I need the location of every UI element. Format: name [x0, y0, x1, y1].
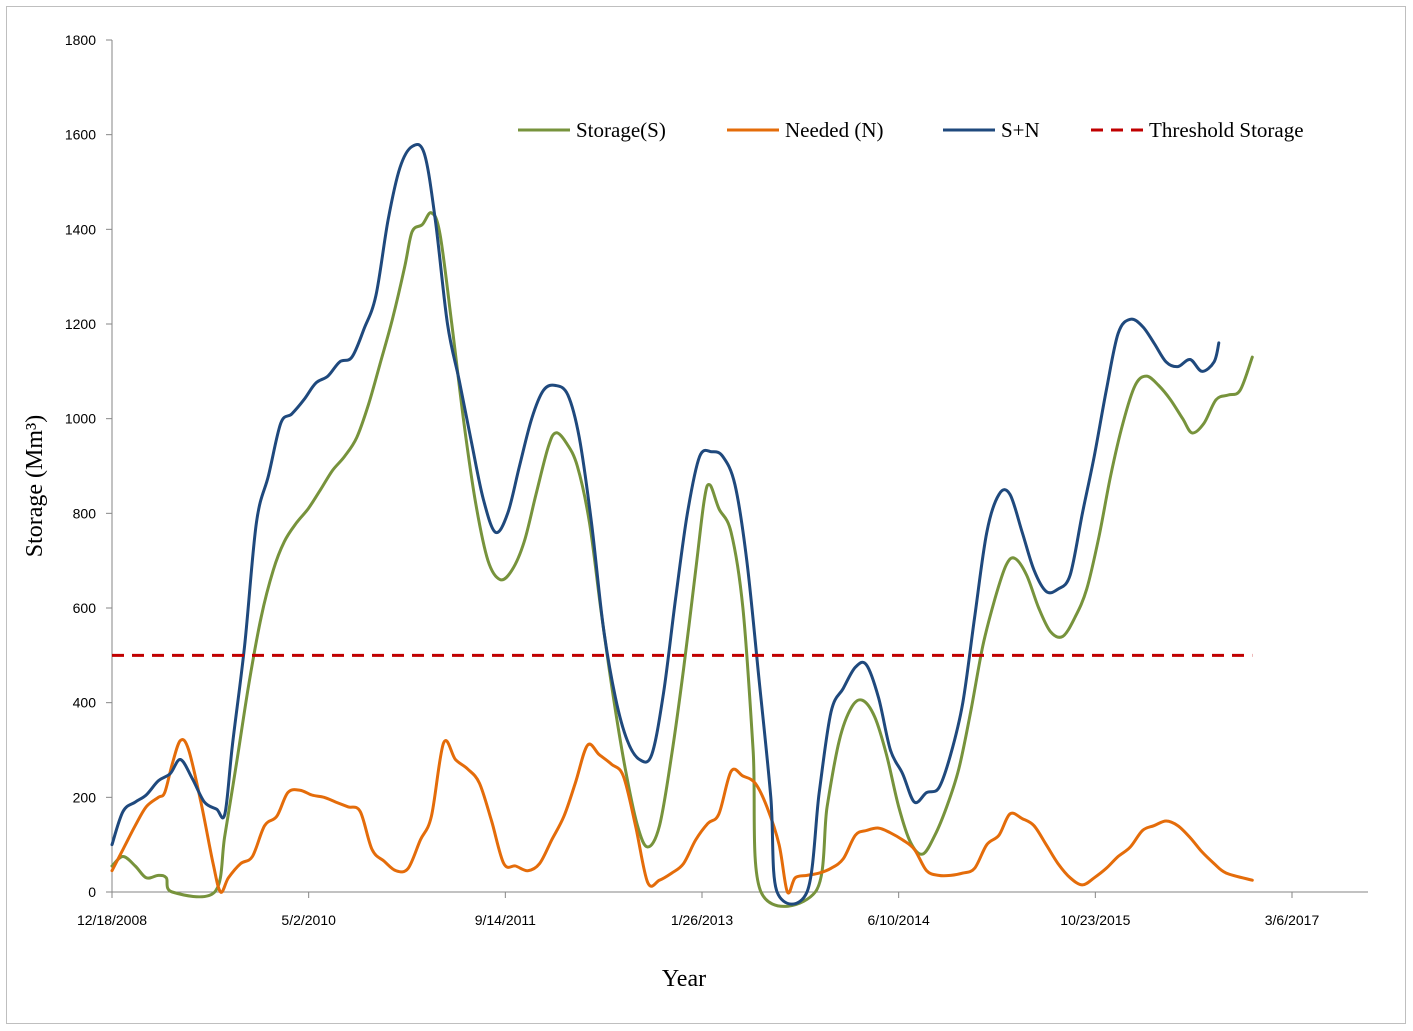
x-tick-label: 1/26/2013 — [671, 912, 733, 928]
legend-label-storage-s: Storage(S) — [576, 118, 666, 142]
y-axis-title: Storage (Mm³) — [22, 415, 48, 558]
x-axis: 12/18/2008 5/2/2010 9/14/2011 1/26/2013 6/10… — [77, 891, 1368, 928]
x-tick-label: 10/23/2015 — [1060, 912, 1130, 928]
y-tick-label: 600 — [73, 600, 97, 616]
y-tick-label: 400 — [73, 695, 97, 711]
y-tick-label: 1600 — [65, 127, 96, 143]
x-tick-label: 12/18/2008 — [77, 912, 147, 928]
series-line-needed-n — [110, 738, 1254, 895]
x-tick-label: 6/10/2014 — [868, 912, 930, 928]
legend-label-threshold-storage: Threshold Storage — [1149, 118, 1304, 142]
y-tick-label: 1200 — [65, 316, 96, 332]
x-tick-label: 3/6/2017 — [1265, 912, 1320, 928]
chart-frame — [6, 6, 1406, 1024]
y-tick-label: 1800 — [65, 32, 96, 48]
series-line-storage-s — [110, 211, 1254, 908]
y-tick-label: 800 — [73, 505, 97, 521]
series-layer — [110, 142, 1254, 908]
y-axis: 0 200 400 600 800 1000 1200 1400 1600 1800 — [65, 32, 113, 900]
y-tick-label: 1000 — [65, 411, 96, 427]
x-tick-label: 9/14/2011 — [475, 912, 536, 928]
legend-label-needed-n: Needed (N) — [785, 118, 884, 142]
y-tick-label: 200 — [73, 789, 97, 805]
y-tick-label: 0 — [88, 884, 96, 900]
y-tick-label: 1400 — [65, 221, 96, 237]
series-line-s-n — [110, 142, 1221, 906]
legend-label-s-n: S+N — [1001, 118, 1040, 142]
legend: Storage(S) Needed (N) S+N Threshold Storage — [518, 118, 1304, 142]
x-tick-label: 5/2/2010 — [281, 912, 336, 928]
x-axis-title: Year — [662, 966, 706, 992]
